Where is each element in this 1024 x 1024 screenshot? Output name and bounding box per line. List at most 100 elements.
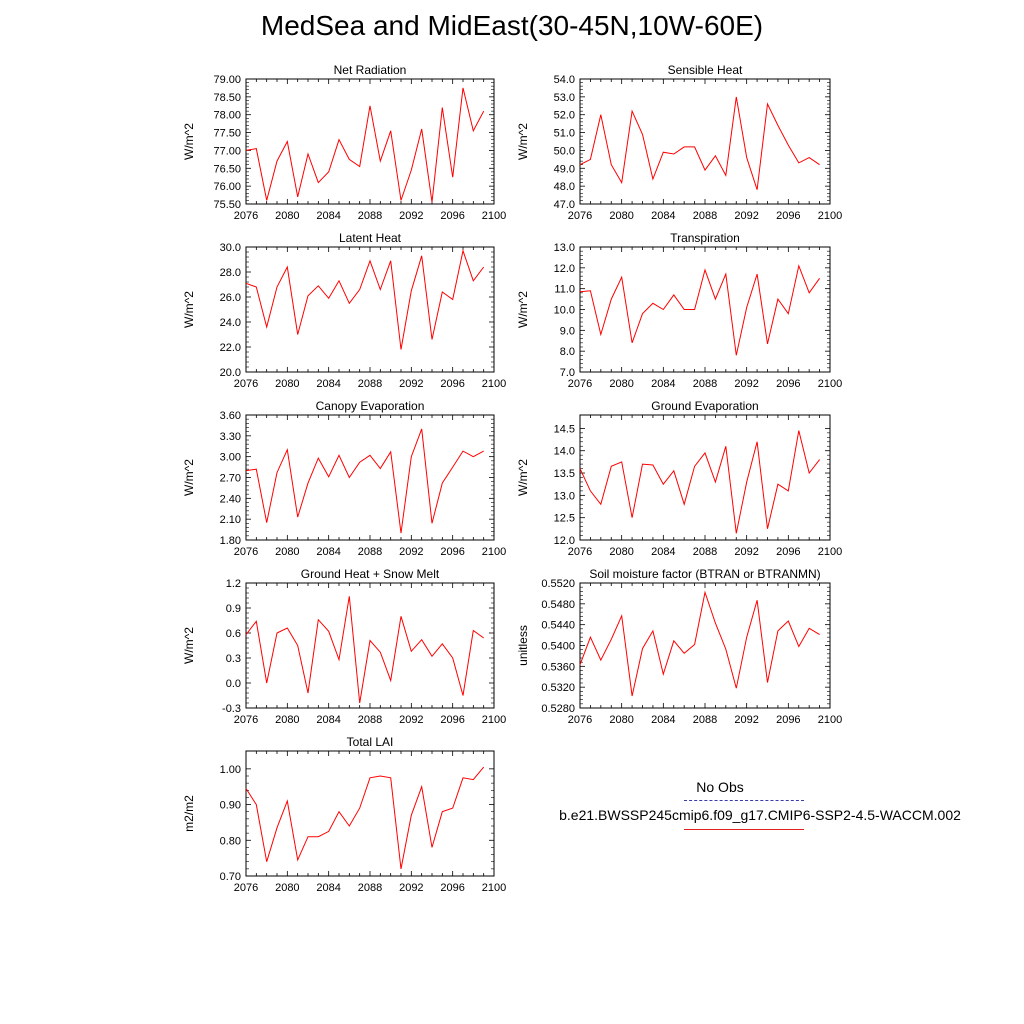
y-axis-label: unitless [516,625,530,666]
x-tick-label: 2092 [399,210,423,222]
y-tick-label: 12.5 [554,513,575,525]
x-tick-label: 2080 [275,714,299,726]
panel-title: Total LAI [347,735,394,749]
x-tick-label: 2088 [358,210,382,222]
x-tick-label: 2076 [568,546,592,558]
x-tick-label: 2084 [651,210,675,222]
x-tick-label: 2096 [440,714,464,726]
y-tick-label: 0.90 [220,800,241,812]
y-tick-label: 1.2 [226,578,241,590]
y-axis-label: W/m^2 [182,459,196,496]
y-tick-label: 3.00 [220,452,241,464]
panel-title: Ground Evaporation [651,399,758,413]
page-title: MedSea and MidEast(30-45N,10W-60E) [260,10,764,41]
x-tick-label: 2080 [609,714,633,726]
series-line [245,428,484,534]
y-tick-label: 79.00 [213,74,241,86]
x-tick-label: 2088 [358,546,382,558]
series-line [245,596,484,704]
x-tick-label: 2092 [734,378,758,390]
x-tick-label: 2076 [568,378,592,390]
y-tick-label: 51.0 [554,128,575,140]
series-line [579,96,820,190]
panel-title: Soil moisture factor (BTRAN or BTRANMN) [589,567,820,581]
x-tick-label: 2076 [568,210,592,222]
x-tick-label: 2092 [734,714,758,726]
y-tick-label: 0.5440 [541,620,575,632]
y-tick-label: 0.5320 [541,682,575,694]
series-line [579,430,820,534]
y-tick-label: 1.00 [220,764,241,776]
x-tick-label: 2096 [440,882,464,894]
x-tick-label: 2100 [482,882,506,894]
series-line [245,248,485,350]
y-tick-label: -0.3 [222,703,241,715]
x-tick-label: 2100 [482,714,506,726]
plot-frame [579,246,831,373]
x-tick-label: 2088 [358,882,382,894]
y-tick-label: 52.0 [554,110,575,122]
panel-title: Sensible Heat [668,63,743,77]
x-tick-label: 2092 [399,882,423,894]
y-tick-label: 7.0 [560,367,575,379]
x-tick-label: 2100 [818,546,842,558]
y-tick-label: 77.00 [213,145,241,157]
y-tick-label: 3.60 [220,410,241,422]
y-axis-label: W/m^2 [516,291,530,328]
x-tick-label: 2100 [818,378,842,390]
x-tick-label: 2096 [776,378,800,390]
y-tick-label: 0.5280 [541,703,575,715]
y-tick-label: 0.5480 [541,599,575,611]
y-tick-label: 54.0 [554,74,575,86]
y-tick-label: 76.00 [213,181,241,193]
y-tick-label: 0.70 [220,871,241,883]
x-tick-label: 2096 [776,714,800,726]
chart-panel: Transpiration W/m^2 2076 2080 2084 2088 2092 20… [516,231,842,390]
y-tick-label: 10.0 [554,305,575,317]
x-tick-label: 2088 [358,714,382,726]
y-tick-label: 8.0 [560,346,575,358]
x-tick-label: 2100 [818,714,842,726]
y-axis-label: W/m^2 [182,291,196,328]
y-tick-label: 0.80 [220,835,241,847]
series-line [245,87,485,203]
y-tick-label: 78.50 [213,92,241,104]
x-tick-label: 2076 [234,378,258,390]
y-tick-label: 78.00 [213,110,241,122]
legend-obs-label: No Obs [696,779,744,795]
chart-panel: Sensible Heat W/m^2 2076 2080 2084 2088 2092 20… [516,63,842,222]
x-tick-label: 2084 [316,378,340,390]
x-tick-label: 2092 [399,378,423,390]
x-tick-label: 2088 [693,714,717,726]
panel-title: Latent Heat [339,231,402,245]
chart-panel: Canopy Evaporation W/m^2 2076 2080 2084 2088 2… [182,399,506,558]
x-tick-label: 2092 [399,714,423,726]
y-tick-label: 13.5 [554,468,575,480]
plot-frame [579,414,831,541]
y-tick-label: 48.0 [554,181,575,193]
y-tick-label: 1.80 [220,535,241,547]
y-tick-label: 2.10 [220,514,241,526]
x-tick-label: 2096 [440,378,464,390]
y-axis-label: W/m^2 [516,123,530,160]
x-tick-label: 2096 [440,210,464,222]
y-tick-label: 13.0 [554,242,575,254]
x-tick-label: 2076 [234,546,258,558]
x-tick-label: 2100 [482,546,506,558]
x-tick-label: 2092 [399,546,423,558]
y-tick-label: 26.0 [220,292,241,304]
x-tick-label: 2080 [609,210,633,222]
x-tick-label: 2096 [776,546,800,558]
y-tick-label: 0.5520 [541,578,575,590]
y-tick-label: 2.40 [220,493,241,505]
y-tick-label: 22.0 [220,342,241,354]
y-tick-label: 0.5400 [541,641,575,653]
x-tick-label: 2084 [316,882,340,894]
x-tick-label: 2100 [482,378,506,390]
x-tick-label: 2084 [651,378,675,390]
y-tick-label: 0.5360 [541,661,575,673]
x-tick-label: 2076 [234,210,258,222]
chart-panel: Total LAI m2/m2 2076 2080 2084 2088 2092 2096 21… [182,735,506,894]
plot-frame [579,78,831,205]
